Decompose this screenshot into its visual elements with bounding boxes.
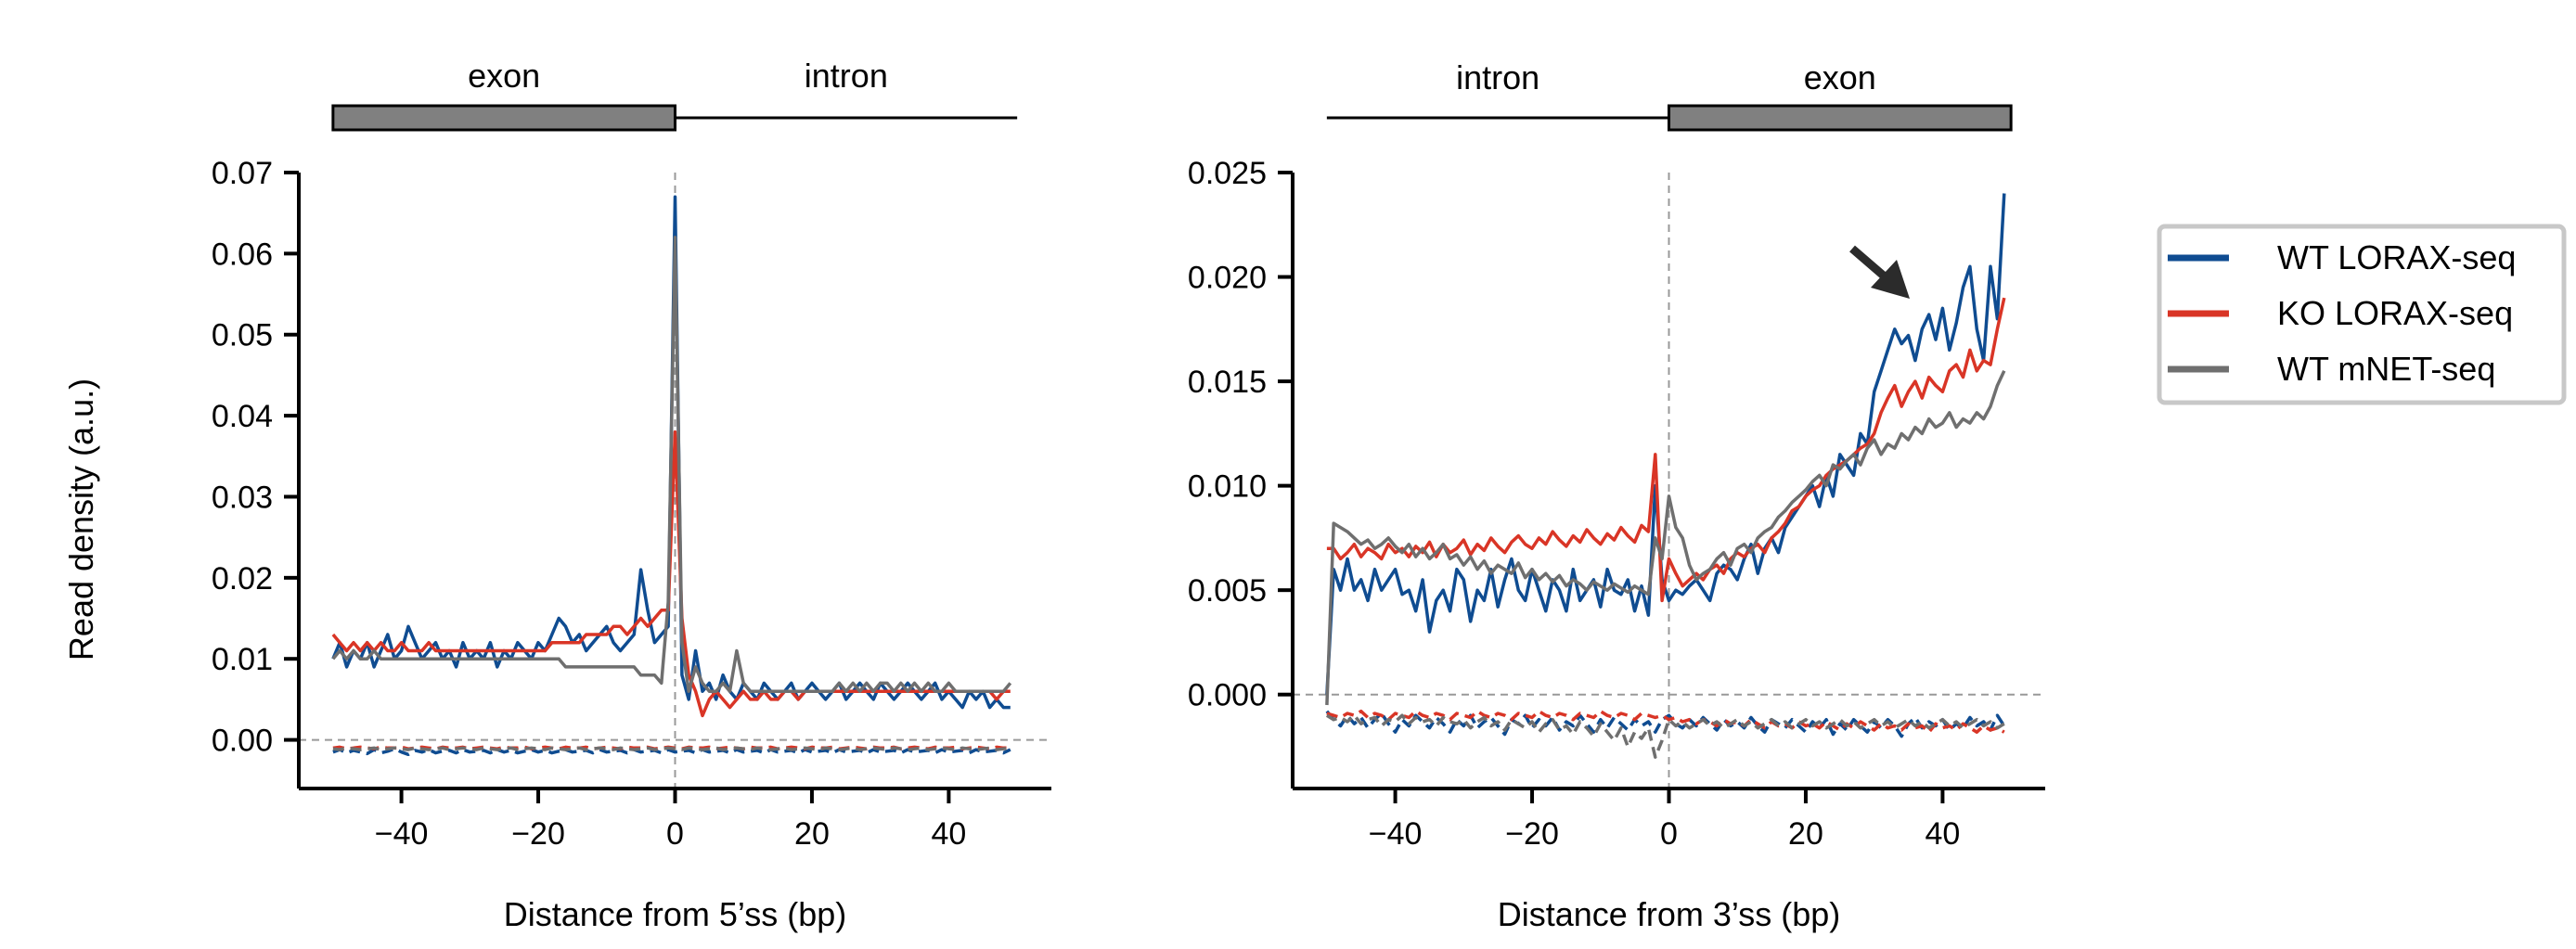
legend-label-ko-lorax: KO LORAX-seq [2277, 294, 2513, 332]
series-line-wt-mnet-seq [1325, 370, 2006, 706]
series-line-series-3-dashed [332, 747, 1011, 757]
y-tick-label: 0.05 [212, 318, 273, 353]
y-tick-label: 0.000 [1188, 678, 1267, 713]
y-tick-label: 0.02 [212, 561, 273, 596]
x-tick-label: −40 [1369, 816, 1423, 852]
series-line-series-5-dashed [332, 746, 1011, 751]
intron-label: intron [805, 57, 888, 95]
y-tick-label: 0.005 [1188, 573, 1267, 609]
y-axis-label: Read density (a.u.) [62, 378, 100, 660]
x-tick-label: −40 [375, 816, 429, 852]
legend-item-wt-lorax: WT LORAX-seq [2168, 238, 2516, 276]
y-tick-label: 0.04 [212, 399, 273, 434]
y-tick-label: 0.01 [212, 642, 273, 677]
y-tick-label: 0.00 [212, 724, 273, 759]
legend-label-wt-lorax: WT LORAX-seq [2277, 238, 2516, 276]
x-tick-label: 0 [666, 816, 684, 852]
x-tick-label: 0 [1660, 816, 1678, 852]
exon-box [1668, 104, 2013, 132]
series-line-series-4-dashed [1326, 709, 2005, 734]
x-tick-label: −20 [511, 816, 565, 852]
y-tick-label: 0.020 [1188, 261, 1267, 296]
exon-box [331, 104, 676, 132]
y-tick-label: 0.06 [212, 237, 273, 272]
x-tick-label: 20 [794, 816, 830, 852]
right-panel-3ss: 0.000 0.005 0.010 0.015 0.020 0.025 −40 −20 0 20 4… [1188, 58, 2045, 933]
x-axis-label: Distance from 3’ss (bp) [1498, 895, 1840, 933]
legend-item-ko-lorax: KO LORAX-seq [2168, 294, 2513, 332]
arrow-annotation [1849, 245, 1910, 299]
x-tick-label: 40 [1925, 816, 1960, 852]
y-tick-label: 0.025 [1188, 156, 1267, 191]
x-tick-label: 20 [1788, 816, 1823, 852]
exon-label: exon [468, 57, 540, 95]
legend-label-wt-mnet: WT mNET-seq [2277, 350, 2495, 388]
series-line-series-5-dashed [1325, 713, 2005, 759]
x-tick-label: −20 [1505, 816, 1559, 852]
intron-label: intron [1456, 58, 1539, 96]
y-tick-label: 0.07 [212, 156, 273, 191]
legend-item-wt-mnet: WT mNET-seq [2168, 350, 2495, 388]
x-axis-label: Distance from 5’ss (bp) [504, 895, 846, 933]
left-panel-5ss: 0.00 0.01 0.02 0.03 0.04 0.05 0.06 0.07 −40 −20 0 2… [212, 57, 1051, 933]
series-line-wt-lorax-seq [1325, 193, 2006, 695]
exon-label: exon [1804, 58, 1876, 96]
legend: WT LORAX-seq KO LORAX-seq WT mNET-seq [2157, 224, 2567, 405]
y-tick-label: 0.03 [212, 480, 273, 515]
series-line-ko-lorax-seq [331, 430, 1011, 718]
legend-frame [2157, 224, 2567, 405]
y-tick-label: 0.015 [1188, 365, 1267, 400]
series-line-wt-mnet-seq [331, 236, 1012, 693]
y-tick-label: 0.010 [1188, 469, 1267, 505]
x-tick-label: 40 [931, 816, 966, 852]
